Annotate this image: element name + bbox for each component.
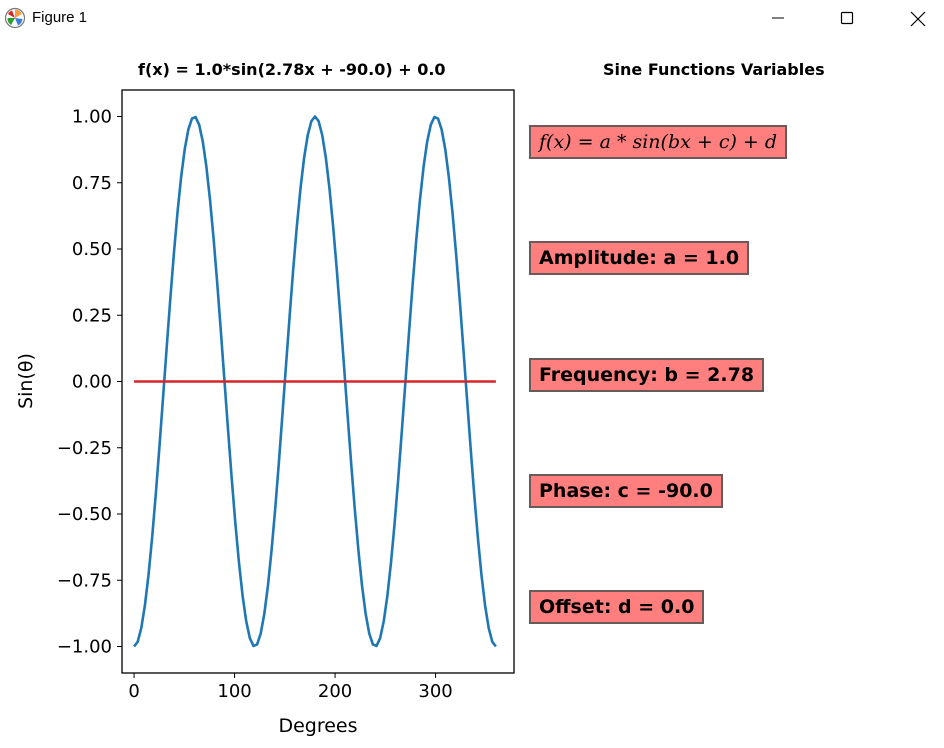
x-tick-label: 100 [217,681,251,702]
frequency-box: Frequency: b = 2.78 [529,358,765,392]
y-tick-label: 0.50 [72,239,112,260]
panel-title: Sine Functions Variables [603,60,825,79]
x-tick-label: 0 [128,681,139,702]
y-tick-label: 0.00 [72,372,112,393]
figure-canvas: f(x) = 1.0*sin(2.78x + -90.0) + 0.0 Sine… [0,36,944,748]
maximize-button[interactable] [824,0,870,36]
offset-box: Offset: d = 0.0 [529,590,705,624]
y-tick-label: 0.75 [72,173,112,194]
close-icon [910,11,926,27]
window-title: Figure 1 [32,9,88,26]
y-tick-label: 1.00 [72,107,112,128]
window-titlebar: Figure 1 [0,0,944,36]
formula-box: f(x) = a * sin(bx + c) + d [529,125,788,159]
close-button[interactable] [894,0,940,36]
y-tick-label: −0.25 [57,438,112,459]
y-axis-label: Sin(θ) [15,353,37,409]
sine-chart: 1.00 0.75 0.50 0.25 0.00 −0.25 −0.50 −0.75 −1.00… [15,89,515,737]
y-tick-label: −0.75 [57,570,112,591]
phase-box: Phase: c = -90.0 [529,474,723,508]
amplitude-box: Amplitude: a = 1.0 [529,241,750,275]
x-tick-label: 300 [418,681,452,702]
y-tick-label: 0.25 [72,305,112,326]
sine-series-line [133,115,497,648]
minimize-icon [772,17,784,19]
x-axis-label: Degrees [278,715,357,737]
x-tick-label: 200 [318,681,352,702]
maximize-icon [840,11,854,25]
minimize-button[interactable] [755,0,801,36]
y-tick-label: −0.50 [57,504,112,525]
plot-title: f(x) = 1.0*sin(2.78x + -90.0) + 0.0 [138,60,446,79]
y-tick-label: −1.00 [57,637,112,658]
matplotlib-logo-icon [4,7,26,29]
